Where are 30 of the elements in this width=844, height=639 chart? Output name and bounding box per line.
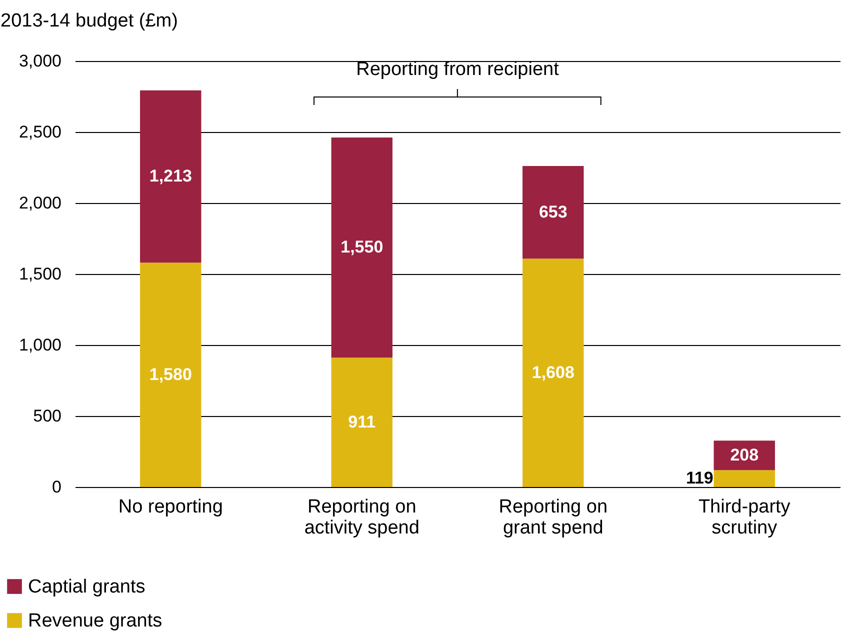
y-tick-label: 3,000	[18, 52, 62, 70]
annotation: Reporting from recipient	[356, 59, 560, 80]
bar	[140, 90, 202, 263]
data-label: 208	[730, 445, 759, 464]
y-tick-label: 1,000	[18, 336, 62, 354]
data-label: 653	[538, 202, 568, 222]
bar	[331, 138, 392, 358]
data-label: 1,213	[149, 166, 192, 186]
y-tick-label: 0	[52, 478, 62, 496]
x-tick-label: No reporting	[118, 496, 223, 518]
y-axis-title: 2013-14 budget (£m)	[0, 10, 178, 32]
x-tick-label: Reporting on grant spend	[498, 496, 608, 538]
bar	[522, 258, 584, 487]
data-label: 911	[348, 412, 376, 432]
bar	[714, 470, 775, 487]
data-label: 1,550	[340, 238, 384, 257]
legend-label: Revenue grants	[28, 610, 162, 632]
data-label: 1,580	[149, 364, 192, 384]
x-tick-label: Third-party scrutiny	[698, 496, 791, 538]
bar	[522, 166, 584, 259]
y-tick-label: 500	[33, 406, 62, 426]
y-tick-label: 1,500	[18, 264, 62, 284]
y-tick-label: 2,000	[18, 194, 62, 212]
data-label: 1,608	[532, 362, 574, 382]
y-tick-label: 2,500	[18, 122, 62, 142]
legend-label: Captial grants	[28, 576, 146, 598]
bar	[140, 262, 202, 487]
data-label: 119	[686, 468, 714, 488]
bar	[331, 358, 392, 487]
x-tick-label: Reporting on activity spend	[304, 496, 420, 538]
